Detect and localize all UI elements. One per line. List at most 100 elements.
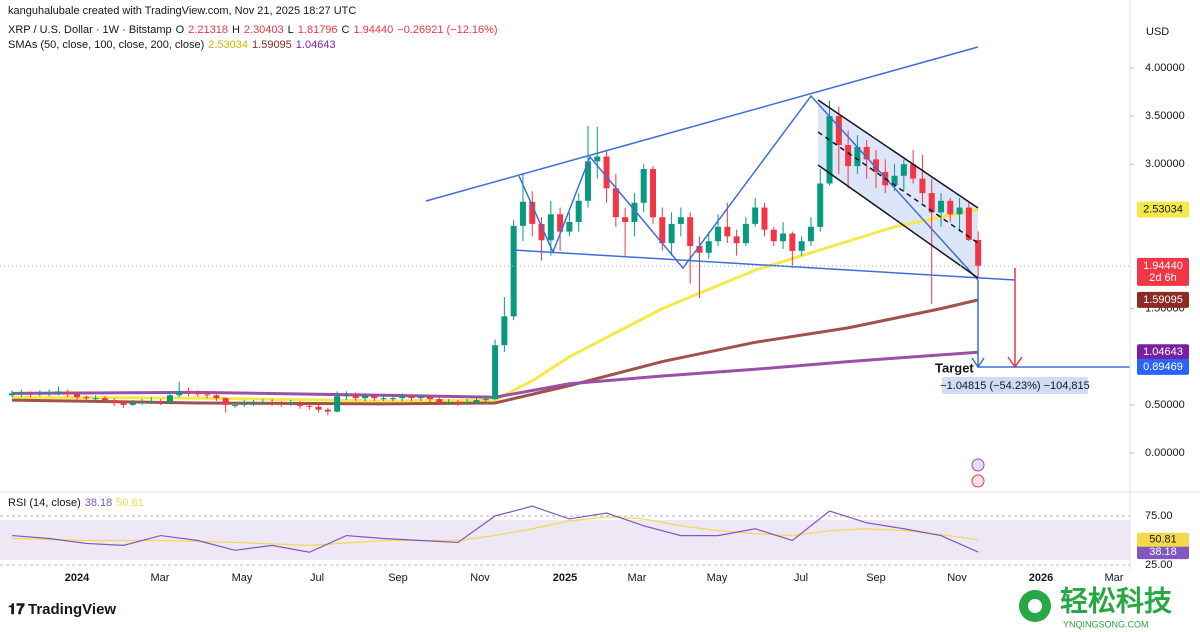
price-badge [1137, 201, 1189, 218]
symbol-line: XRP / U.S. Dollar · 1W · Bitstamp O 2.2131… [8, 24, 502, 36]
candle-body [501, 316, 508, 346]
candle-body [259, 402, 266, 404]
measure-label: −1.04815 (−54.23%) −104,815 [940, 380, 1090, 392]
measure-box [942, 377, 1088, 394]
candle-body [603, 156, 610, 189]
candle-body [74, 394, 81, 398]
rsi-line [11, 505, 979, 553]
candle-body [687, 217, 694, 247]
watermark: 轻松科技 [1060, 585, 1172, 616]
candle-body [436, 399, 443, 403]
price-badge-label: 0.89469 [1143, 361, 1183, 373]
x-tick-label: 2026 [1029, 572, 1053, 584]
candle-body [715, 226, 722, 242]
sma-value: 1.04643 [295, 39, 336, 51]
candle-body [780, 233, 787, 242]
price-badge-countdown: 2d 6h [1149, 272, 1177, 284]
y-tick-label: 0.50000 [1145, 399, 1185, 411]
sma-line: SMAs (50, close, 100, close, 200, close)… [8, 39, 340, 51]
candle-body [575, 200, 582, 222]
ohlc-label: O [175, 24, 185, 36]
x-tick-label: Mar [151, 572, 170, 584]
candle-body [269, 402, 276, 404]
candle-body [204, 394, 211, 396]
rsi-value: 38.18 [84, 497, 113, 509]
rsi-tick-label: 75.00 [1145, 510, 1173, 522]
candle-body [287, 402, 294, 404]
candle-body [482, 399, 489, 401]
candle-body [324, 409, 331, 412]
drawings-back [0, 100, 1130, 560]
x-tick-label: Nov [470, 572, 490, 584]
candle-body [334, 396, 341, 412]
candle-body [92, 398, 99, 400]
trend-line [425, 46, 979, 202]
candle-body [742, 223, 749, 244]
watermark-logo [1028, 599, 1042, 613]
currency: USD [1146, 26, 1169, 38]
price-badge-label: 1.04643 [1143, 346, 1183, 358]
candle-body [696, 246, 703, 253]
change: −0.26921 (−12.16%) [397, 24, 498, 36]
candle-body [83, 397, 90, 399]
candle-body [55, 391, 62, 394]
neckline [512, 249, 1016, 281]
candle-body [938, 200, 944, 213]
candle-body [231, 404, 238, 406]
candle-body [343, 395, 350, 397]
candle-body [835, 116, 842, 145]
candle-body [278, 402, 285, 404]
candle-body [622, 217, 629, 222]
candle-body [176, 391, 183, 396]
x-tick-label: May [707, 572, 728, 584]
sma-value: 2.53034 [208, 39, 249, 51]
rsi-ma-line [11, 516, 979, 546]
candle-body [46, 393, 53, 395]
candle-body [770, 229, 777, 242]
candle-body [705, 241, 712, 253]
candle-body [761, 207, 768, 230]
candle-body [557, 214, 564, 232]
rsi-badge [1137, 532, 1189, 547]
candle-body [845, 144, 852, 167]
candle-body [129, 402, 136, 405]
rsi-badge [1137, 545, 1189, 560]
candle-body [185, 391, 192, 393]
price-badge [1137, 291, 1189, 308]
candle-body [863, 146, 870, 160]
candle-body [454, 402, 461, 404]
candle-body [371, 396, 378, 399]
candle-body [724, 226, 731, 237]
candle-body [965, 207, 972, 240]
candle-body [510, 225, 517, 317]
candle-body [380, 398, 387, 400]
x-tick-label: 2024 [65, 572, 90, 584]
candle-body [222, 398, 229, 405]
candle-body [919, 178, 926, 194]
candle-body [352, 395, 359, 399]
candle-body [752, 207, 759, 224]
candle-body [733, 236, 740, 244]
rsi-badge-label: 38.18 [1149, 546, 1177, 558]
candle-body [910, 164, 917, 179]
candle-body [399, 396, 406, 399]
x-tick-label: Jul [310, 572, 324, 584]
ohlc-label: H [231, 24, 240, 36]
candle-body [975, 239, 982, 266]
candle-body [9, 393, 15, 396]
y-tick-label: 0.00000 [1145, 447, 1185, 459]
rsi-band [0, 520, 1130, 560]
event-icon[interactable] [971, 458, 985, 472]
event-icon[interactable] [971, 474, 985, 488]
brand: TradingView [28, 601, 116, 618]
rsi-value: 50.81 [116, 497, 144, 509]
candle-body [817, 183, 824, 227]
sma-value: 1.59095 [252, 39, 292, 51]
target-label: Target [935, 360, 974, 375]
candle-body [139, 402, 146, 404]
candle-body [872, 159, 879, 172]
price-badge [1137, 257, 1189, 286]
candle-body [826, 116, 833, 184]
candle-body [213, 395, 220, 399]
candle-body [677, 217, 684, 224]
